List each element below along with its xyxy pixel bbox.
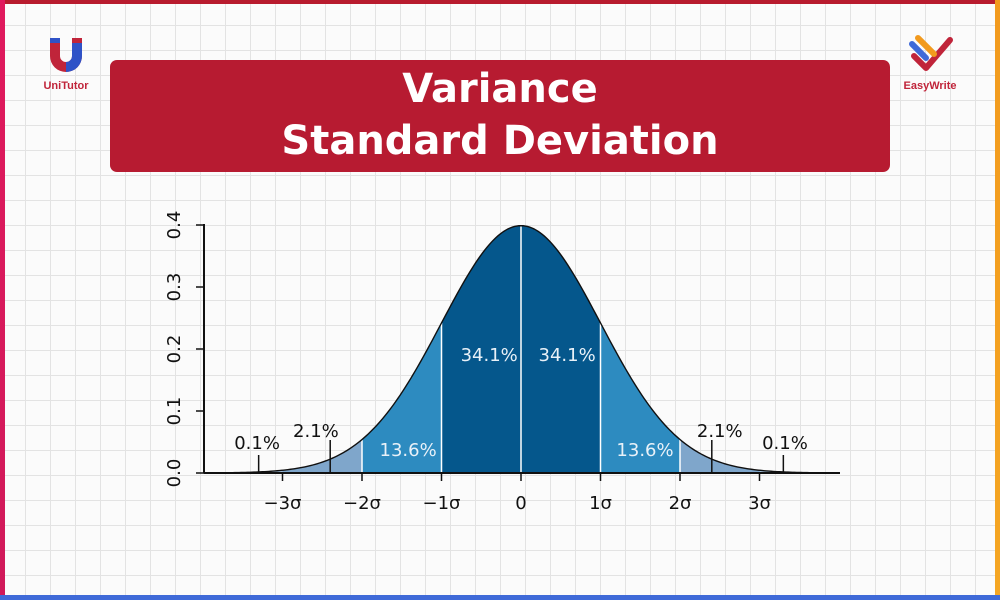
easywrite-name: EasyWrite	[903, 80, 957, 92]
title-line-2: Standard Deviation	[281, 118, 719, 164]
unitutor-logo: UniTutor	[30, 36, 102, 92]
region-3-label: 34.1%	[539, 345, 596, 366]
left-tail-label: 0.1%	[234, 433, 280, 454]
x-tick-label: 3σ	[748, 493, 771, 514]
x-tick-label: 2σ	[669, 493, 692, 514]
region-5-area	[680, 439, 760, 473]
x-tick-label: −2σ	[343, 493, 381, 514]
region-2-label: 34.1%	[461, 345, 518, 366]
x-tick-label: −1σ	[423, 493, 461, 514]
right-tail-label: 0.1%	[762, 433, 808, 454]
y-tick-label: 0.2	[164, 335, 185, 364]
region-0-area	[282, 439, 362, 473]
density-curve	[202, 224, 840, 474]
unitutor-name: UniTutor	[43, 80, 89, 92]
frame-top	[0, 0, 1000, 4]
y-tick-label: 0.4	[164, 211, 185, 240]
region-4-label: 13.6%	[616, 440, 673, 461]
region-0-label: 2.1%	[293, 421, 339, 442]
easywrite-logo: EasyWrite	[890, 34, 970, 92]
y-tick-label: 0.3	[164, 273, 185, 302]
x-tick-label: −3σ	[264, 493, 302, 514]
region-1-label: 13.6%	[380, 440, 437, 461]
x-tick-label: 1σ	[589, 493, 612, 514]
magnet-u-icon	[50, 38, 82, 72]
frame-bottom	[0, 595, 1000, 600]
pencil-check-icon	[909, 35, 953, 71]
frame-left	[0, 0, 5, 600]
title-banner: Variance Standard Deviation	[110, 60, 890, 172]
title-line-1: Variance	[402, 66, 598, 112]
y-tick-label: 0.0	[164, 459, 185, 488]
y-tick-label: 0.1	[164, 397, 185, 426]
region-5-label: 2.1%	[697, 421, 743, 442]
frame-right	[995, 0, 1000, 600]
x-tick-label: 0	[515, 493, 526, 514]
